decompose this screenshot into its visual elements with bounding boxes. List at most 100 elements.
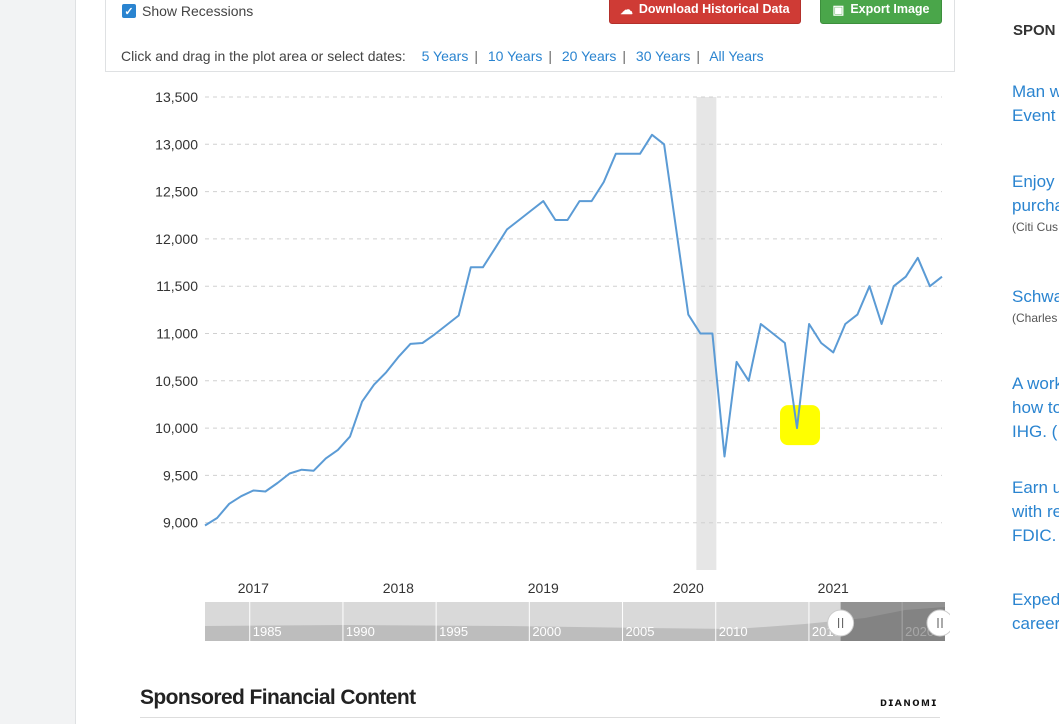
download-historical-data-button[interactable]: ☁ Download Historical Data [609, 0, 801, 24]
data-point[interactable] [223, 498, 235, 510]
data-point[interactable] [525, 205, 537, 217]
data-point[interactable] [622, 148, 634, 160]
data-point[interactable] [308, 465, 320, 477]
range-link-30y[interactable]: 30 Years [635, 48, 691, 64]
show-recessions-checkbox[interactable]: ✓ [122, 4, 136, 18]
ad-title-line[interactable]: with re [1012, 502, 1059, 521]
date-range-hint: Click and drag in the plot area or selec… [121, 48, 764, 64]
data-point[interactable] [537, 195, 549, 207]
data-point[interactable] [731, 356, 743, 368]
sponsored-ad[interactable]: A work how to IHG. ( [1012, 372, 1059, 444]
ad-title-line[interactable]: Schwa [1012, 287, 1059, 306]
data-point[interactable] [864, 280, 876, 292]
data-point[interactable] [586, 195, 598, 207]
data-point[interactable] [900, 271, 912, 283]
y-tick-label: 11,000 [156, 326, 198, 342]
data-point[interactable] [936, 271, 948, 283]
data-point[interactable] [441, 319, 453, 331]
data-point[interactable] [332, 444, 344, 456]
ad-title-line[interactable]: FDIC. [1012, 526, 1057, 545]
show-recessions-label[interactable]: Show Recessions [142, 3, 254, 19]
data-point[interactable] [356, 396, 368, 408]
data-point[interactable] [549, 214, 561, 226]
data-point[interactable] [235, 490, 247, 502]
ad-title-line[interactable]: Exped [1012, 590, 1059, 609]
data-point[interactable] [694, 328, 706, 340]
x-tick-label: 2019 [528, 580, 559, 596]
export-image-button[interactable]: ▣ Export Image [820, 0, 942, 24]
data-point[interactable] [344, 431, 356, 443]
data-point[interactable] [706, 328, 718, 340]
range-link-20y[interactable]: 20 Years [561, 48, 617, 64]
data-point[interactable] [199, 520, 211, 532]
navigator-handle-right[interactable] [926, 609, 950, 637]
data-point[interactable] [682, 309, 694, 321]
data-point[interactable] [320, 452, 332, 464]
data-point[interactable] [888, 280, 900, 292]
navigator-label: 1995 [439, 624, 468, 639]
data-point[interactable] [598, 176, 610, 188]
ad-title-line[interactable]: A work [1012, 374, 1059, 393]
data-point[interactable] [404, 338, 416, 350]
navigator-area [205, 607, 945, 641]
sponsored-ad[interactable]: Enjoy purcha (Citi Cus [1012, 170, 1059, 234]
ad-title-line[interactable]: career [1012, 614, 1059, 633]
data-point[interactable] [876, 318, 888, 330]
data-point[interactable] [489, 242, 501, 254]
sponsored-ad[interactable]: Schwa (Charles [1012, 285, 1059, 325]
data-point[interactable] [851, 309, 863, 321]
ad-title-line[interactable]: Enjoy [1012, 172, 1055, 191]
data-point[interactable] [465, 261, 477, 273]
ad-title-line[interactable]: Man w [1012, 82, 1059, 101]
data-point[interactable] [429, 328, 441, 340]
ad-title-line[interactable]: IHG. ( [1012, 422, 1058, 441]
data-point[interactable] [839, 318, 851, 330]
navigator-handle-left[interactable] [827, 609, 855, 637]
data-point[interactable] [767, 328, 779, 340]
y-tick-label: 9,500 [163, 467, 198, 483]
data-point[interactable] [211, 512, 223, 524]
ad-title-line[interactable]: Earn u [1012, 478, 1059, 497]
data-point[interactable] [670, 223, 682, 235]
sponsored-ad[interactable]: Earn u with re FDIC. [1012, 476, 1059, 548]
data-point[interactable] [912, 252, 924, 264]
data-point[interactable] [574, 195, 586, 207]
sponsored-ad[interactable]: Man w Event [1012, 80, 1059, 128]
sponsored-ad[interactable]: Exped career [1012, 588, 1059, 636]
data-point[interactable] [380, 366, 392, 378]
data-point[interactable] [779, 337, 791, 349]
data-point[interactable] [634, 148, 646, 160]
data-point[interactable] [271, 477, 283, 489]
data-point[interactable] [259, 485, 271, 497]
navigator-label: 2000 [532, 624, 561, 639]
data-point[interactable] [719, 450, 731, 462]
data-point[interactable] [453, 310, 465, 322]
data-point[interactable] [815, 337, 827, 349]
data-point[interactable] [513, 214, 525, 226]
data-point[interactable] [368, 379, 380, 391]
data-point[interactable] [827, 346, 839, 358]
range-link-all[interactable]: All Years [709, 48, 764, 64]
data-point[interactable] [646, 129, 658, 141]
data-point[interactable] [803, 318, 815, 330]
data-point[interactable] [501, 223, 513, 235]
data-point[interactable] [296, 464, 308, 476]
data-point[interactable] [247, 485, 259, 497]
data-point[interactable] [658, 138, 670, 150]
range-link-10y[interactable]: 10 Years [487, 48, 543, 64]
data-point[interactable] [924, 280, 936, 292]
ad-title-line[interactable]: purcha [1012, 196, 1059, 215]
ad-title-line[interactable]: Event [1012, 106, 1056, 125]
line-chart[interactable]: 13,500 13,000 12,500 12,000 11,500 11,000 10,5… [130, 86, 950, 646]
data-point[interactable] [284, 468, 296, 480]
data-point[interactable] [416, 337, 428, 349]
data-point[interactable] [610, 148, 622, 160]
range-link-5y[interactable]: 5 Years [421, 48, 469, 64]
data-point[interactable] [392, 351, 404, 363]
data-point[interactable] [477, 261, 489, 273]
data-point[interactable] [791, 422, 803, 434]
data-point[interactable] [743, 375, 755, 387]
data-point[interactable] [755, 318, 767, 330]
data-point[interactable] [561, 214, 573, 226]
ad-title-line[interactable]: how to [1012, 398, 1059, 417]
